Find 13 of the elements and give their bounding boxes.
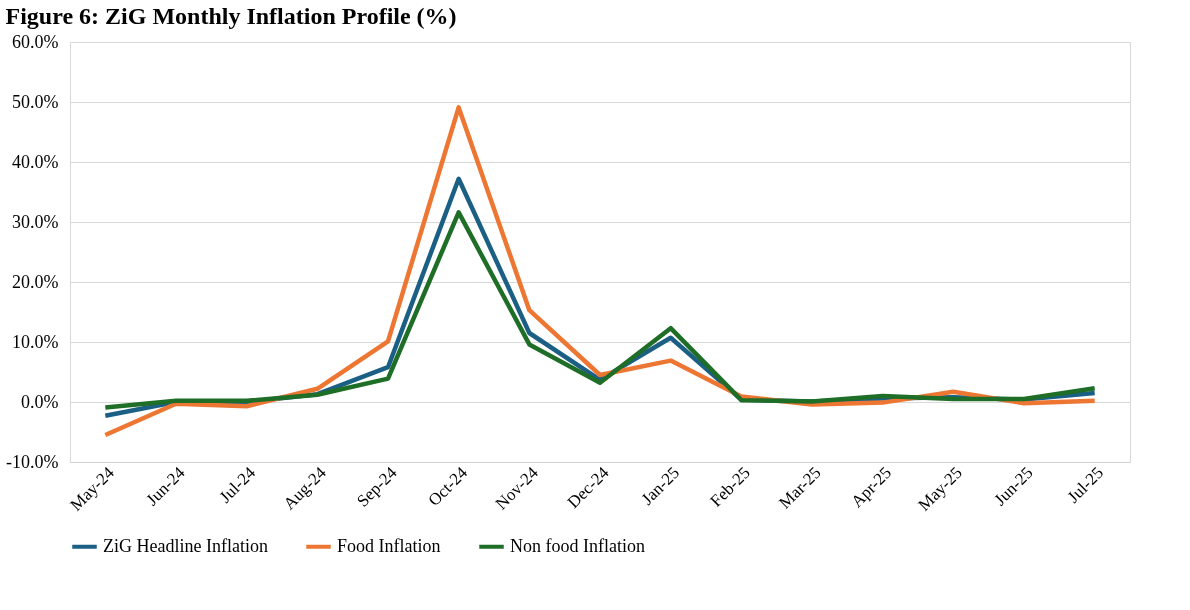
legend-label: Non food Inflation <box>510 535 645 556</box>
y-tick-label: 20.0% <box>12 271 59 292</box>
y-tick-label: 10.0% <box>12 331 59 352</box>
y-tick-label: 60.0% <box>12 31 59 52</box>
y-tick-label: -10.0% <box>6 451 59 472</box>
legend-label: Food Inflation <box>337 535 441 556</box>
chart-title: Figure 6: ZiG Monthly Inflation Profile (%) <box>5 3 457 29</box>
y-tick-label: 30.0% <box>12 211 59 232</box>
y-tick-label: 50.0% <box>12 91 59 112</box>
y-tick-label: 0.0% <box>21 391 59 412</box>
line-series <box>103 210 1097 410</box>
y-tick-label: 40.0% <box>12 151 59 172</box>
legend-label: ZiG Headline Inflation <box>103 535 268 556</box>
